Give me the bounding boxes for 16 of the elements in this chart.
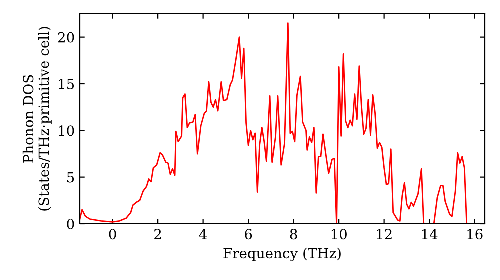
y-tick-label: 20 <box>58 32 74 43</box>
x-tick-label: 10 <box>332 229 347 240</box>
x-tick-label: 12 <box>377 229 392 240</box>
y-tick-label: 0 <box>67 218 74 230</box>
x-tick-label: 16 <box>468 229 483 240</box>
x-tick-label: 2 <box>154 229 162 240</box>
y-tick-label: 10 <box>59 126 74 136</box>
x-tick-label: 8 <box>290 229 298 240</box>
y-axis-title: Phonon DOS (States/THz·primitive cell) <box>22 27 52 211</box>
x-tick-label: 14 <box>422 229 438 240</box>
x-axis-title: Frequency (THz) <box>224 248 341 262</box>
x-tick-label: 6 <box>245 229 252 240</box>
x-tick-label: 4 <box>199 229 208 240</box>
y-tick-label: 5 <box>67 172 74 183</box>
x-tick-label: 0 <box>109 229 116 240</box>
y-tick-label: 15 <box>59 78 74 90</box>
